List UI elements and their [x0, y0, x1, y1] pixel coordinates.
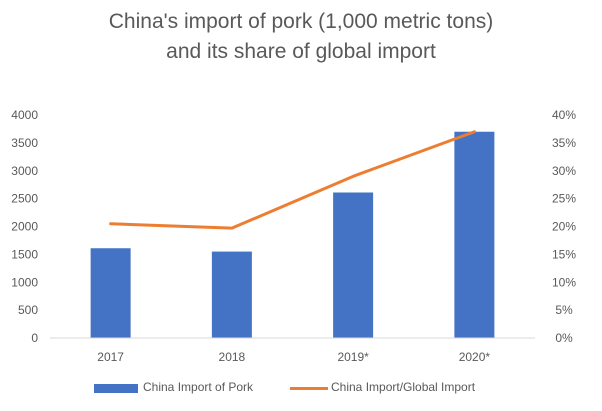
- x-tick-label: 2018: [219, 350, 246, 364]
- x-tick-label: 2019*: [337, 350, 369, 364]
- y-right-tick-label: 10%: [552, 275, 576, 289]
- x-tick-label: 2020*: [459, 350, 491, 364]
- y-right-tick-label: 35%: [552, 136, 576, 150]
- y-left-tick-label: 2000: [11, 220, 38, 234]
- y-right-tick-label: 15%: [552, 247, 576, 261]
- y-left-tick-label: 500: [18, 303, 38, 317]
- y-left-tick-label: 2500: [11, 192, 38, 206]
- x-tick-label: 2017: [97, 350, 124, 364]
- bar-2017: [90, 248, 131, 338]
- bar-2019: [333, 192, 374, 338]
- y-left-tick-label: 4000: [11, 108, 38, 122]
- y-left-tick-label: 0: [31, 331, 38, 345]
- y-right-tick-label: 5%: [555, 303, 573, 317]
- chart-subtitle: and its share of global import: [166, 40, 436, 63]
- legend-swatch-bar: [94, 384, 138, 393]
- y-right-tick-label: 0%: [555, 331, 573, 345]
- y-right-tick-label: 30%: [552, 164, 576, 178]
- chart-title: China's import of pork (1,000 metric ton…: [108, 10, 494, 33]
- y-right-tick-label: 40%: [552, 108, 576, 122]
- y-left-tick-label: 1000: [11, 275, 38, 289]
- y-left-tick-label: 3500: [11, 136, 38, 150]
- bar-2018: [211, 251, 252, 338]
- bar-2020: [454, 131, 495, 338]
- y-right-tick-label: 20%: [552, 220, 576, 234]
- line-series-share: [109, 130, 476, 230]
- y-right-tick-label: 25%: [552, 192, 576, 206]
- legend-swatch-line: [290, 387, 328, 390]
- legend-label-line: China Import/Global Import: [331, 380, 476, 394]
- y-left-tick-label: 1500: [11, 247, 38, 261]
- legend-label-bar: China Import of Pork: [143, 380, 254, 394]
- y-left-tick-label: 3000: [11, 164, 38, 178]
